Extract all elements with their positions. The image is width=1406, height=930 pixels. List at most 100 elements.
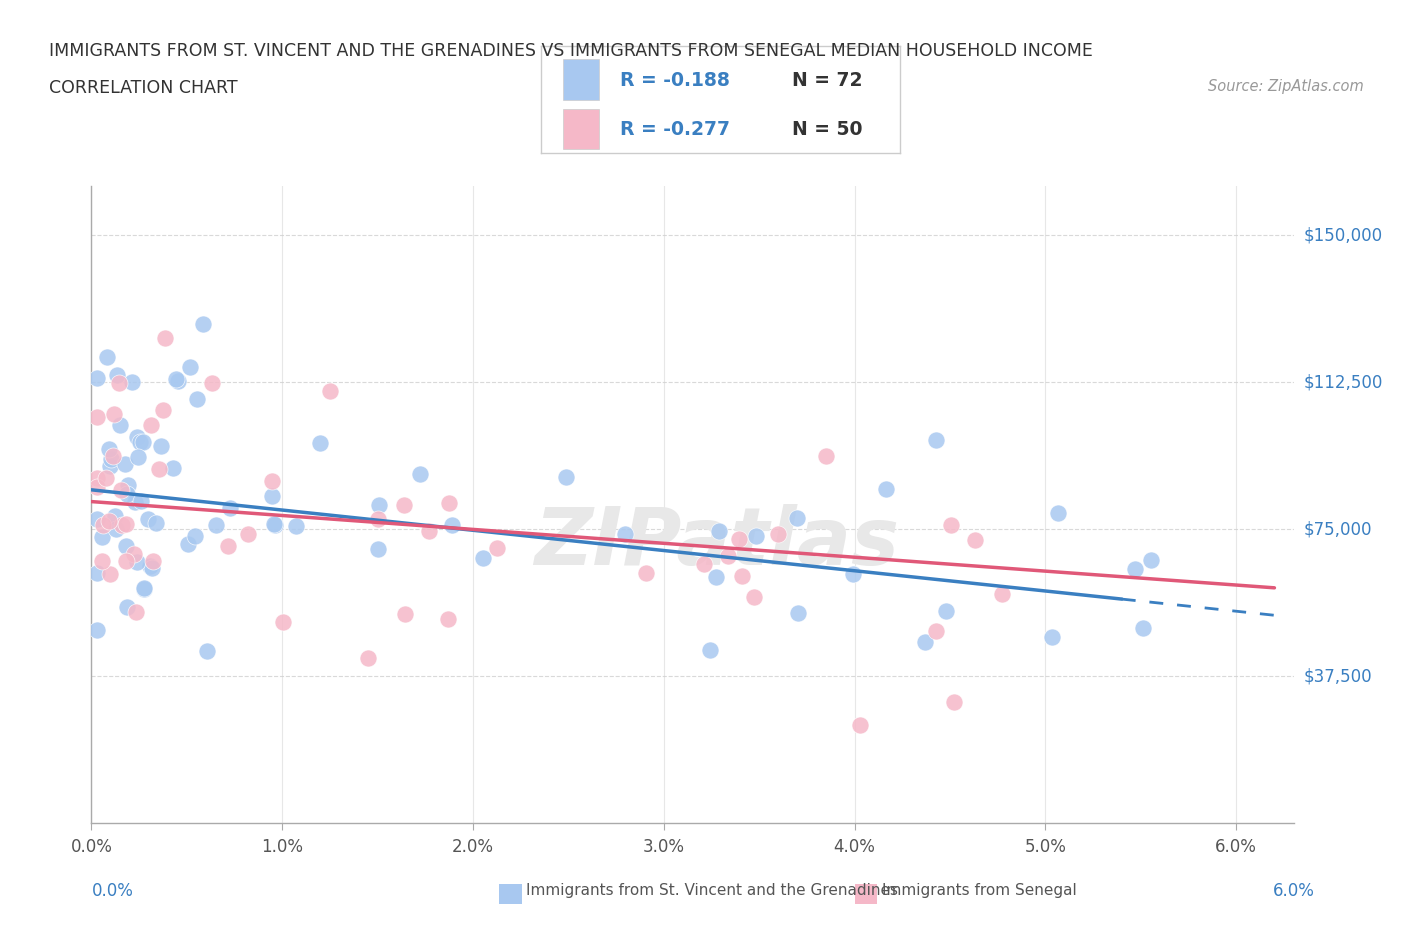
Point (731, 568, 754, 583)
Point (91, 554, 114, 569)
Point (114, 457, 136, 472)
Point (766, 526, 789, 541)
Point (141, 561, 163, 576)
Text: R = -0.188: R = -0.188 (620, 72, 730, 90)
Point (101, 448, 124, 463)
Point (110, 483, 132, 498)
Point (875, 481, 897, 496)
Point (367, 498, 389, 512)
Point (614, 527, 637, 542)
Point (177, 537, 200, 551)
Point (117, 478, 139, 493)
Text: N = 72: N = 72 (793, 72, 863, 90)
Point (132, 434, 155, 449)
Point (86, 479, 108, 494)
Point (786, 605, 808, 620)
Text: $37,500: $37,500 (1303, 667, 1372, 685)
Point (91, 530, 114, 545)
Point (145, 516, 167, 531)
Point (1140, 553, 1163, 568)
Bar (562, 60, 599, 100)
Point (86, 565, 108, 580)
Point (717, 549, 740, 564)
Text: $112,500: $112,500 (1303, 373, 1382, 391)
Point (115, 516, 138, 531)
Point (939, 518, 962, 533)
Point (263, 518, 285, 533)
Point (105, 367, 128, 382)
Point (392, 498, 415, 512)
Point (115, 553, 138, 568)
Point (693, 556, 716, 571)
Point (357, 651, 380, 666)
Point (129, 494, 152, 509)
Point (98, 567, 121, 582)
Point (115, 538, 138, 553)
Point (105, 522, 128, 537)
Point (437, 611, 460, 626)
Point (165, 371, 187, 386)
Point (263, 516, 285, 531)
Point (201, 376, 224, 391)
Point (318, 384, 340, 399)
Point (925, 623, 948, 638)
Point (367, 542, 389, 557)
Point (935, 604, 957, 618)
Point (745, 528, 768, 543)
Point (814, 448, 837, 463)
Point (924, 432, 946, 447)
Point (943, 695, 966, 710)
Point (1040, 630, 1063, 644)
Point (260, 473, 283, 488)
Point (704, 569, 727, 584)
Point (128, 435, 150, 450)
Point (134, 580, 156, 595)
Point (150, 438, 173, 453)
Point (699, 643, 721, 658)
Point (204, 517, 226, 532)
Point (148, 461, 170, 476)
Point (195, 644, 218, 658)
Point (139, 418, 162, 432)
Point (367, 512, 389, 526)
Point (394, 607, 416, 622)
Point (94, 471, 117, 485)
Point (125, 604, 148, 619)
Point (103, 406, 125, 421)
Point (86, 370, 108, 385)
Point (485, 540, 508, 555)
Point (728, 532, 751, 547)
Point (108, 418, 131, 432)
Point (219, 501, 242, 516)
Point (634, 565, 657, 580)
Point (139, 558, 162, 573)
Text: $75,000: $75,000 (1303, 520, 1372, 538)
Point (284, 519, 307, 534)
Point (152, 403, 174, 418)
Point (786, 511, 808, 525)
Point (127, 555, 149, 570)
Point (437, 496, 460, 511)
Point (963, 533, 986, 548)
Text: Immigrants from St. Vincent and the Grenadines: Immigrants from St. Vincent and the Gren… (526, 884, 898, 898)
Point (555, 470, 578, 485)
Point (97, 513, 120, 528)
Point (127, 430, 149, 445)
Point (238, 527, 260, 542)
Point (162, 460, 184, 475)
Point (1046, 506, 1069, 521)
Point (309, 436, 332, 451)
Text: $150,000: $150,000 (1303, 226, 1382, 244)
Text: R = -0.277: R = -0.277 (620, 120, 730, 140)
Point (104, 509, 127, 524)
Point (440, 518, 463, 533)
Point (183, 529, 205, 544)
Point (86, 471, 108, 485)
Point (98, 458, 121, 473)
Point (122, 547, 145, 562)
Point (186, 392, 208, 406)
Point (418, 524, 440, 538)
Text: Immigrants from Senegal: Immigrants from Senegal (882, 884, 1077, 898)
Point (108, 376, 131, 391)
Point (124, 495, 146, 510)
